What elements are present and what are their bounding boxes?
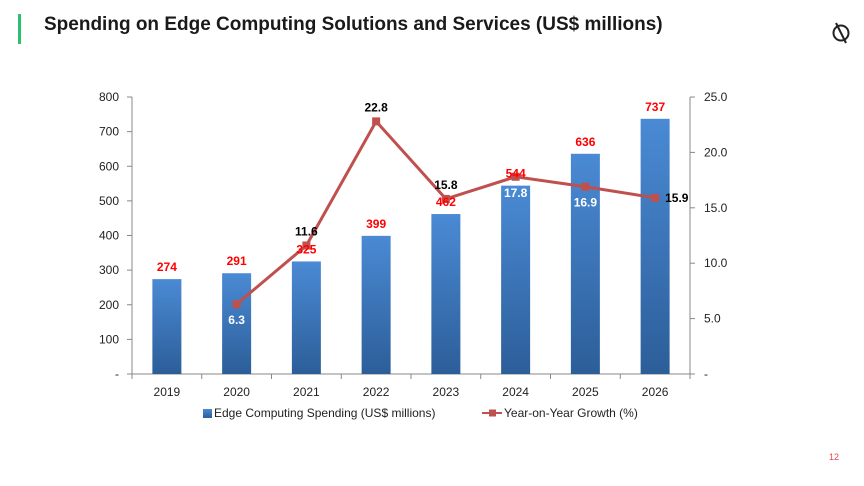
growth-marker: [651, 193, 660, 202]
x-tick-label: 2023: [433, 385, 460, 399]
growth-value-label: 22.8: [364, 100, 388, 114]
compass-logo-icon: [832, 22, 850, 44]
left-y-tick-label: 600: [99, 159, 119, 173]
left-y-tick-label: 700: [99, 125, 119, 139]
growth-value-label: 11.6: [295, 224, 318, 238]
slide-title: Spending on Edge Computing Solutions and…: [44, 14, 663, 35]
legend-bar-swatch: [203, 409, 212, 418]
legend-line-label: Year-on-Year Growth (%): [504, 406, 638, 420]
bar: [222, 273, 252, 374]
right-y-tick-label: 5.0: [704, 312, 721, 326]
bar: [501, 185, 531, 374]
bar-value-label: 399: [366, 217, 386, 231]
left-y-tick-label: 300: [99, 263, 119, 277]
legend-bar-label: Edge Computing Spending (US$ millions): [214, 406, 435, 420]
left-y-tick-label: 400: [99, 229, 119, 243]
right-y-tick-label: 10.0: [704, 256, 728, 270]
bar-value-label: 274: [157, 260, 177, 274]
growth-marker: [581, 182, 590, 191]
bar-value-label: 291: [227, 254, 247, 268]
right-y-tick-label: -: [704, 367, 708, 381]
left-y-tick-label: 100: [99, 332, 119, 346]
growth-marker: [511, 172, 520, 181]
right-y-tick-label: 25.0: [704, 90, 728, 104]
x-tick-label: 2025: [572, 385, 599, 399]
right-y-tick-label: 15.0: [704, 201, 728, 215]
growth-value-label: 17.8: [504, 186, 528, 200]
x-tick-label: 2024: [502, 385, 529, 399]
x-tick-label: 2020: [223, 385, 250, 399]
page-number: 12: [829, 452, 840, 462]
bar-value-label: 462: [436, 195, 456, 209]
bar: [431, 214, 461, 374]
x-tick-label: 2021: [293, 385, 320, 399]
x-tick-label: 2026: [642, 385, 669, 399]
bar: [291, 261, 321, 374]
legend-line-marker: [489, 409, 496, 417]
left-y-tick-label: 800: [99, 90, 119, 104]
x-tick-label: 2019: [154, 385, 181, 399]
left-y-tick-label: 500: [99, 194, 119, 208]
right-y-tick-label: 20.0: [704, 145, 728, 159]
growth-marker: [441, 194, 450, 203]
growth-value-label: 15.9: [665, 191, 689, 205]
x-tick-label: 2022: [363, 385, 390, 399]
growth-value-label: 16.9: [574, 196, 598, 210]
bar: [640, 118, 670, 374]
growth-marker: [372, 117, 381, 126]
left-y-tick-label: 200: [99, 298, 119, 312]
growth-value-label: 15.8: [434, 178, 458, 192]
bar: [152, 279, 182, 374]
bar-value-label: 325: [296, 242, 316, 256]
left-y-tick-label: -: [115, 367, 119, 381]
bar: [361, 235, 391, 374]
bar-value-label: 636: [575, 135, 595, 149]
bar-value-label: 544: [506, 167, 526, 181]
bar-value-label: 737: [645, 100, 665, 114]
growth-marker: [302, 241, 311, 250]
title-accent-bar: [18, 14, 21, 44]
growth-marker: [232, 300, 241, 309]
growth-value-label: 6.3: [228, 313, 245, 327]
